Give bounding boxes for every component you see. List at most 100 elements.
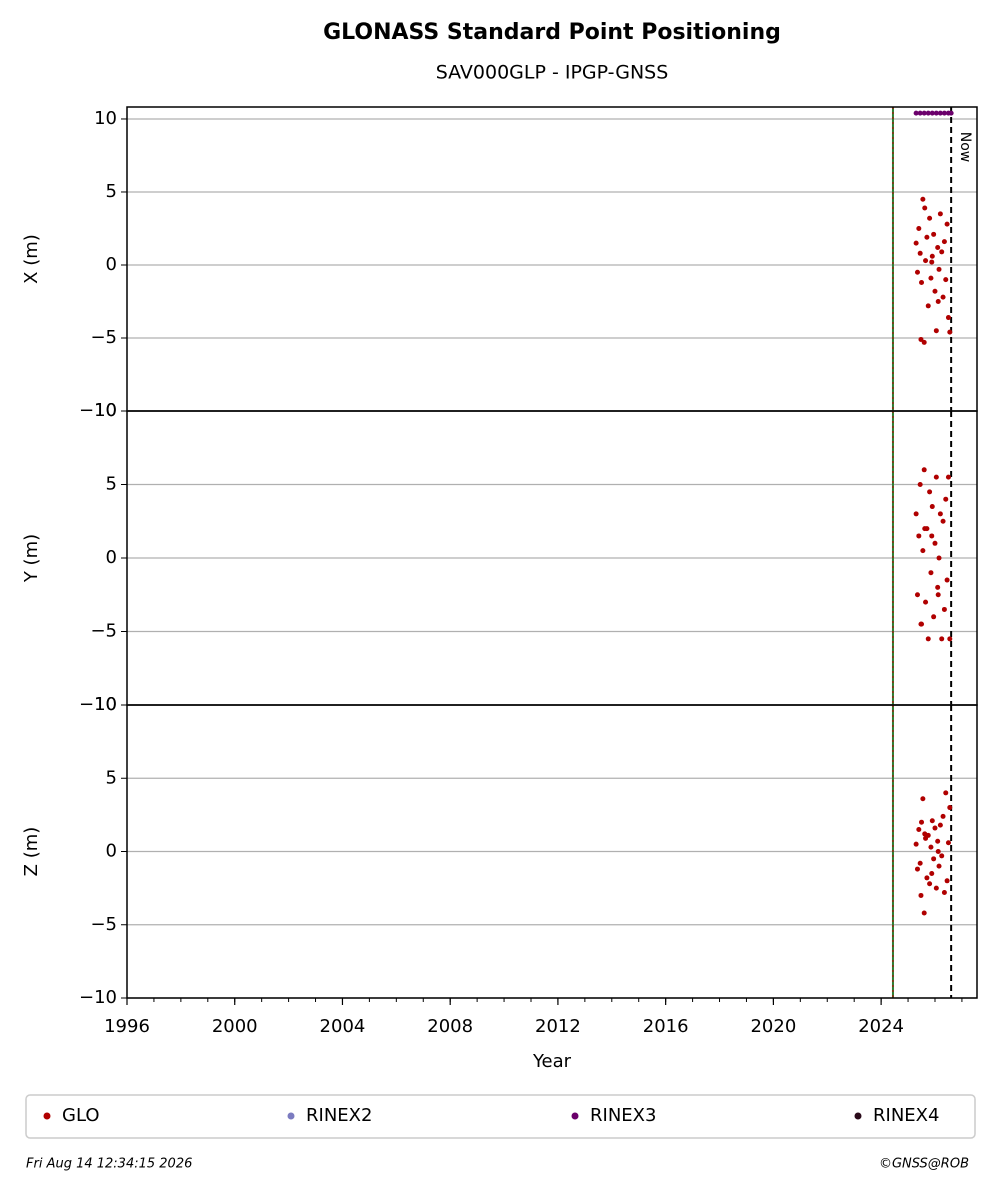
legend-label: GLO	[62, 1105, 100, 1126]
data-point	[929, 533, 935, 539]
data-point	[929, 110, 935, 116]
legend-marker	[571, 1112, 579, 1120]
x-tick-label: 1996	[104, 1016, 150, 1037]
data-point	[937, 110, 943, 116]
data-point	[929, 870, 935, 876]
data-point	[936, 266, 942, 272]
data-point	[948, 110, 954, 116]
data-point	[914, 269, 920, 275]
chart-subtitle: SAV000GLP - IPGP-GNSS	[436, 62, 669, 84]
data-point	[944, 221, 950, 227]
y-tick-label: 5	[106, 767, 117, 788]
data-point	[917, 250, 923, 256]
data-point	[913, 511, 919, 517]
data-point	[941, 890, 947, 896]
data-point	[916, 827, 922, 833]
x-tick-label: 2020	[750, 1016, 796, 1037]
data-point	[932, 825, 938, 831]
data-point	[935, 298, 941, 304]
y-tick-label: −5	[90, 914, 117, 935]
data-point	[941, 110, 947, 116]
panel-frame	[126, 704, 978, 999]
data-point	[927, 881, 933, 887]
y-tick-label: −5	[90, 327, 117, 348]
data-point	[918, 336, 924, 342]
data-point	[922, 526, 928, 532]
x-tick-label: 2016	[643, 1016, 689, 1037]
data-point	[914, 592, 920, 598]
y-axis-label: X (m)	[21, 234, 42, 284]
data-point	[933, 110, 939, 116]
data-point	[929, 818, 935, 824]
data-point	[929, 253, 935, 259]
data-point	[937, 822, 943, 828]
data-point	[913, 841, 919, 847]
y-tick-label: 10	[94, 694, 117, 715]
data-point	[940, 813, 946, 819]
footer-timestamp: Fri Aug 14 12:34:15 2026	[26, 1157, 192, 1172]
data-point	[923, 599, 929, 605]
data-point	[916, 533, 922, 539]
data-point	[933, 474, 939, 480]
panel-frame	[126, 106, 978, 412]
data-point	[920, 196, 926, 202]
data-point	[918, 892, 924, 898]
x-axis-label: Year	[532, 1051, 572, 1072]
legend-label: RINEX2	[306, 1105, 372, 1126]
data-point	[935, 849, 941, 854]
data-point	[921, 910, 927, 916]
data-point	[947, 329, 953, 335]
data-point	[925, 636, 931, 642]
x-tick-label: 2004	[320, 1016, 366, 1037]
x-tick-label: 2008	[427, 1016, 473, 1037]
data-point	[935, 584, 941, 590]
data-point	[929, 504, 935, 510]
data-point	[937, 211, 943, 217]
y-tick-label: 5	[106, 474, 117, 495]
legend-label: RINEX3	[590, 1105, 656, 1126]
data-point	[913, 110, 919, 116]
y-tick-label: −5	[90, 621, 117, 642]
data-point	[928, 844, 934, 850]
y-tick-label: −10	[79, 694, 117, 715]
data-point	[919, 280, 925, 286]
data-point	[921, 339, 927, 345]
y-tick-label: 5	[106, 181, 117, 202]
data-point	[941, 239, 947, 245]
data-point	[947, 805, 953, 811]
y-tick-label: −10	[79, 987, 117, 1008]
now-label: Now	[957, 132, 973, 163]
legend-marker	[287, 1112, 295, 1120]
data-point	[928, 570, 934, 576]
y-tick-label: 0	[106, 547, 117, 568]
y-tick-label: 10	[94, 400, 117, 421]
data-point	[923, 258, 929, 264]
data-point	[932, 540, 938, 546]
y-axis-label: Y (m)	[21, 534, 42, 583]
data-point	[943, 496, 949, 502]
data-point	[920, 796, 926, 802]
data-point	[935, 592, 941, 598]
data-point	[921, 110, 927, 116]
data-point	[919, 819, 925, 825]
data-point	[947, 636, 953, 642]
data-point	[924, 234, 930, 240]
data-point	[944, 878, 950, 884]
data-point	[936, 555, 942, 561]
data-point	[914, 866, 920, 872]
data-point	[931, 614, 937, 620]
x-tick-label: 2012	[535, 1016, 581, 1037]
data-point	[937, 511, 943, 517]
data-point	[931, 856, 937, 862]
data-point	[935, 838, 941, 844]
data-point	[939, 853, 945, 859]
y-tick-label: 0	[106, 254, 117, 275]
data-point	[925, 303, 931, 309]
footer-credit: ©GNSS@ROB	[879, 1157, 969, 1172]
data-point	[945, 840, 951, 846]
data-point	[936, 863, 942, 869]
data-point	[928, 275, 934, 281]
y-tick-label: 0	[106, 841, 117, 862]
legend-marker	[854, 1112, 862, 1120]
